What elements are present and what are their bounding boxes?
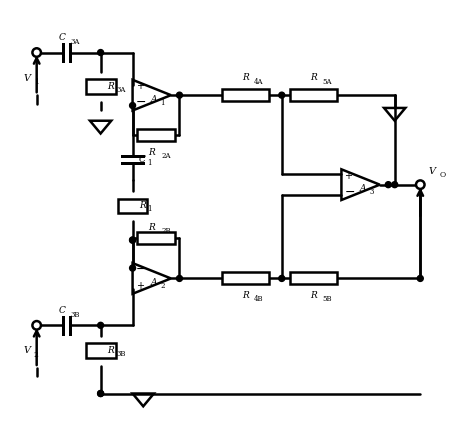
Bar: [290, 272, 337, 284]
Circle shape: [32, 321, 41, 329]
Circle shape: [129, 237, 136, 243]
Circle shape: [385, 181, 392, 187]
Text: 1: 1: [160, 99, 165, 107]
Circle shape: [129, 103, 136, 109]
Text: 3A: 3A: [117, 86, 126, 94]
Circle shape: [129, 237, 136, 243]
Text: V: V: [429, 167, 436, 176]
Text: R: R: [139, 202, 146, 211]
Text: 3B: 3B: [117, 350, 126, 358]
Text: −: −: [345, 185, 355, 199]
Bar: [137, 232, 175, 244]
Circle shape: [98, 390, 104, 396]
Text: R: R: [107, 346, 114, 355]
Circle shape: [417, 275, 423, 281]
Text: R: R: [148, 148, 155, 157]
Text: 1: 1: [147, 205, 152, 213]
Text: R: R: [107, 82, 114, 91]
Text: 5B: 5B: [322, 295, 332, 302]
Text: +: +: [136, 82, 144, 91]
Bar: [222, 89, 269, 101]
Text: 2A: 2A: [161, 151, 171, 160]
Circle shape: [176, 275, 182, 281]
Text: 4B: 4B: [254, 295, 264, 302]
Text: 1: 1: [34, 79, 38, 86]
Text: R: R: [242, 73, 249, 82]
Circle shape: [279, 92, 285, 98]
Text: A: A: [151, 278, 157, 287]
Text: V: V: [23, 74, 30, 83]
Circle shape: [32, 48, 41, 57]
Text: C: C: [59, 305, 66, 314]
Circle shape: [392, 181, 398, 187]
Text: 1: 1: [147, 158, 152, 166]
Text: C: C: [59, 33, 66, 42]
Text: −: −: [136, 263, 146, 276]
Text: 5A: 5A: [322, 78, 332, 86]
Text: R: R: [310, 73, 317, 82]
Bar: [118, 199, 147, 214]
Bar: [290, 89, 337, 101]
Text: R: R: [148, 224, 155, 233]
Text: 2: 2: [160, 282, 165, 290]
Text: 3A: 3A: [71, 38, 80, 46]
Circle shape: [176, 92, 182, 98]
Text: 4A: 4A: [254, 78, 264, 86]
Circle shape: [98, 322, 104, 328]
Bar: [222, 272, 269, 284]
Text: 3: 3: [369, 188, 374, 196]
Text: R: R: [310, 291, 317, 300]
Bar: [137, 130, 175, 141]
Bar: [86, 344, 116, 358]
Text: +: +: [345, 171, 353, 181]
Text: C: C: [139, 154, 146, 163]
Text: 2: 2: [34, 351, 38, 359]
Text: +: +: [136, 281, 144, 291]
Text: R: R: [242, 291, 249, 300]
Circle shape: [416, 181, 425, 189]
Circle shape: [98, 50, 104, 55]
Circle shape: [279, 275, 285, 281]
Circle shape: [98, 390, 104, 396]
Text: −: −: [136, 97, 146, 109]
Text: A: A: [151, 95, 157, 104]
Text: 3B: 3B: [71, 311, 80, 319]
Text: O: O: [439, 171, 446, 179]
Bar: [86, 79, 116, 94]
Circle shape: [129, 265, 136, 271]
Text: V: V: [23, 346, 30, 355]
Text: A: A: [359, 184, 366, 193]
Text: 2B: 2B: [161, 227, 171, 235]
